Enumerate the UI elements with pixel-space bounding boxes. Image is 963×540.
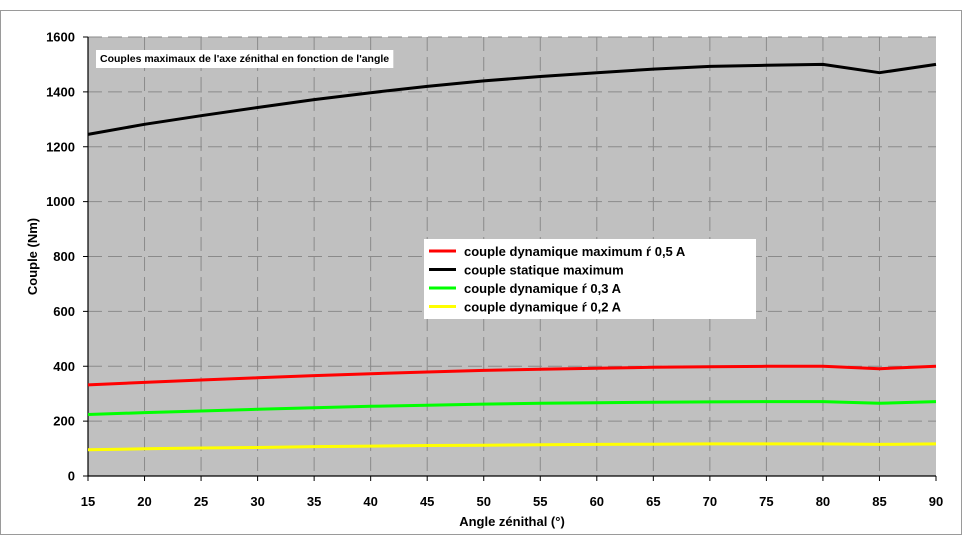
- legend-label: couple dynamique ŕ 0,3 A: [464, 281, 622, 296]
- series-line: [87, 442, 937, 452]
- legend: couple dynamique maximum ŕ 0,5 A couple s…: [424, 239, 756, 319]
- chart-title: Couples maximaux de l'axe zénithal en fo…: [100, 53, 389, 65]
- x-tick-label: 20: [137, 494, 151, 509]
- legend-background: [424, 239, 756, 319]
- x-tick-label: 35: [307, 494, 321, 509]
- y-axis-title: Couple (Nm): [25, 218, 40, 295]
- x-tick-label: 75: [759, 494, 773, 509]
- x-tick-label: 15: [81, 494, 95, 509]
- x-tick-label: 25: [194, 494, 208, 509]
- y-tick-label: 200: [53, 414, 75, 429]
- series-line: [87, 400, 937, 416]
- y-tick-label: 1400: [46, 84, 75, 99]
- x-tick-label: 30: [250, 494, 264, 509]
- x-tick-label: 60: [590, 494, 604, 509]
- chart-title-box: Couples maximaux de l'axe zénithal en fo…: [96, 50, 394, 68]
- y-tick-label: 600: [53, 304, 75, 319]
- axes: 0 200 400 600 800 1000 1200 1400 1600 15 20 25 30 35 4…: [46, 30, 943, 510]
- x-tick-label: 65: [646, 494, 660, 509]
- legend-label: couple dynamique maximum ŕ 0,5 A: [464, 244, 686, 259]
- y-tick-label: 800: [53, 249, 75, 264]
- y-tick-label: 1000: [46, 194, 75, 209]
- x-tick-label: 55: [533, 494, 547, 509]
- x-tick-label: 90: [929, 494, 943, 509]
- x-tick-label: 40: [363, 494, 377, 509]
- legend-label: couple statique maximum: [464, 263, 624, 278]
- y-tick-label: 1200: [46, 139, 75, 154]
- series-lines: [87, 62, 937, 452]
- x-tick-label: 85: [872, 494, 886, 509]
- legend-label: couple dynamique ŕ 0,2 A: [464, 300, 622, 315]
- series-line: [87, 364, 937, 387]
- y-tick-label: 0: [68, 469, 75, 484]
- y-tick-label: 1600: [46, 30, 75, 45]
- x-tick-label: 50: [476, 494, 490, 509]
- x-tick-label: 45: [420, 494, 434, 509]
- x-axis-title: Angle zénithal (°): [459, 514, 565, 529]
- series-line: [87, 62, 937, 136]
- chart-title-background: [96, 50, 394, 68]
- x-tick-label: 70: [703, 494, 717, 509]
- y-tick-label: 400: [53, 359, 75, 374]
- x-tick-label: 80: [816, 494, 830, 509]
